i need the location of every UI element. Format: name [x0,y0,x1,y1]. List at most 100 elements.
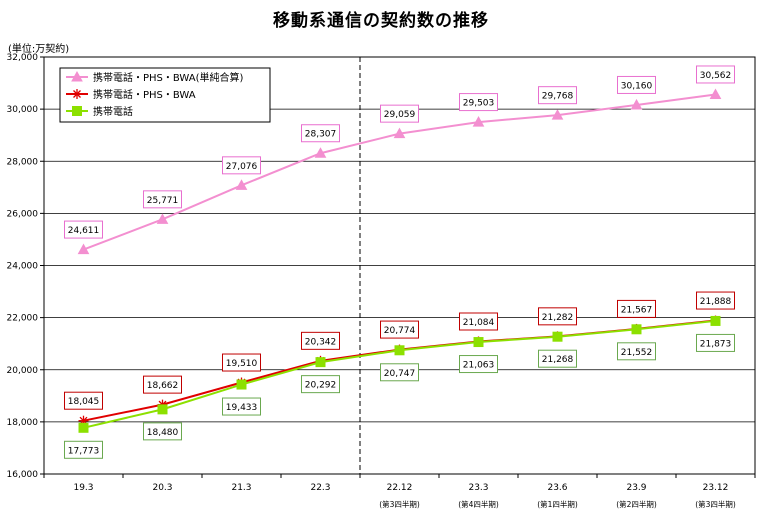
data-label: 17,773 [64,440,103,459]
legend-swatch-marker [72,89,82,99]
data-label: 18,045 [64,391,103,410]
svg-text:21,268: 21,268 [542,355,574,365]
data-point-2 [157,404,168,415]
legend-swatch-marker [72,106,82,116]
svg-text:20,292: 20,292 [305,381,337,391]
svg-text:29,768: 29,768 [542,92,574,102]
svg-text:17,773: 17,773 [68,446,100,456]
data-label: 18,662 [143,375,182,394]
y-tick-label: 26,000 [7,209,39,219]
y-tick-label: 16,000 [7,470,39,480]
data-label: 21,282 [538,307,577,326]
svg-text:19,433: 19,433 [226,403,258,413]
data-point-0 [551,109,564,120]
data-point-2 [78,422,89,433]
x-tick-sublabel: (第2四半期) [616,499,657,509]
y-tick-label: 22,000 [7,314,39,324]
data-label: 21,268 [538,349,577,368]
legend-entry: 携帯電話 [93,105,133,118]
data-label: 19,433 [222,397,261,416]
x-tick-label: 22.12 [387,483,413,493]
data-label: 29,503 [459,93,498,112]
data-label: 20,342 [301,331,340,350]
x-tick-label: 23.12 [703,483,729,493]
axis-layer: 16,000 18,000 20,000 22,000 24,000 26,000 28,0… [7,53,756,509]
y-tick-label: 24,000 [7,262,39,272]
data-label: 21,888 [696,291,735,310]
svg-text:24,611: 24,611 [68,226,100,236]
y-tick-label: 30,000 [7,105,39,115]
legend-entry: 携帯電話・PHS・BWA(単純合算) [93,71,243,84]
y-tick-label: 28,000 [7,157,39,167]
data-label: 19,510 [222,353,261,372]
data-label: 29,768 [538,86,577,105]
data-label: 21,552 [617,342,656,361]
data-label: 20,292 [301,375,340,394]
svg-text:29,059: 29,059 [384,110,416,120]
data-point-2 [710,315,721,326]
y-axis-unit-label: (単位:万契約) [8,44,70,55]
svg-text:30,160: 30,160 [621,81,653,91]
x-tick-label: 23.9 [626,483,646,493]
chart-title: 移動系通信の契約数の推移 [273,11,489,31]
x-tick-sublabel: (第4四半期) [458,499,499,509]
legend-box [59,67,271,123]
legend-entry: 携帯電話・PHS・BWA [93,88,196,101]
y-tick-label: 18,000 [7,418,39,428]
data-label-layer: 24,611 25,771 27,076 28,307 29,059 29,503 29,7… [64,65,735,459]
legend-swatch-marker [71,70,83,82]
data-point-0 [709,88,722,99]
data-label: 30,160 [617,75,656,94]
svg-text:20,747: 20,747 [384,369,416,379]
data-point-2 [473,337,484,348]
svg-text:21,552: 21,552 [621,348,653,358]
x-tick-label: 22.3 [310,483,330,493]
data-label: 27,076 [222,156,261,175]
svg-text:18,480: 18,480 [147,428,179,438]
svg-text:19,510: 19,510 [226,359,258,369]
svg-text:18,662: 18,662 [147,381,179,391]
x-tick-label: 23.3 [468,483,488,493]
x-tick-sublabel: (第3四半期) [695,499,736,509]
data-point-2 [631,324,642,335]
data-label: 20,747 [380,363,419,382]
x-tick-label: 21.3 [231,483,251,493]
data-label: 21,873 [696,333,735,352]
x-tick-label: 23.6 [547,483,567,493]
data-point-0 [235,179,248,190]
svg-text:18,045: 18,045 [68,397,100,407]
marker-layer [77,88,722,433]
svg-text:21,567: 21,567 [621,305,653,315]
svg-text:27,076: 27,076 [226,162,258,172]
svg-text:29,503: 29,503 [463,99,495,109]
data-label: 21,084 [459,312,498,331]
svg-text:21,282: 21,282 [542,313,574,323]
data-label: 29,059 [380,104,419,123]
data-point-2 [315,357,326,368]
data-point-0 [630,98,643,110]
data-label: 28,307 [301,124,340,143]
svg-text:20,774: 20,774 [384,326,416,336]
data-label: 21,063 [459,355,498,374]
x-tick-sublabel: (第3四半期) [379,499,420,509]
svg-text:21,888: 21,888 [700,297,732,307]
data-label: 18,480 [143,422,182,441]
data-label: 24,611 [64,220,103,239]
legend: 携帯電話・PHS・BWA(単純合算) 携帯電話・PHS・BWA 携帯電話 [59,67,271,123]
data-label: 30,562 [696,65,735,84]
x-tick-sublabel: (第1四半期) [537,499,578,509]
data-point-0 [156,213,169,224]
svg-text:28,307: 28,307 [305,130,337,140]
data-point-2 [552,331,563,342]
svg-text:20,342: 20,342 [305,337,337,347]
data-label: 20,774 [380,320,419,339]
data-point-2 [236,379,247,390]
svg-text:21,873: 21,873 [700,339,732,349]
y-tick-label: 20,000 [7,366,39,376]
data-label: 25,771 [143,190,182,209]
svg-text:21,063: 21,063 [463,361,495,371]
x-tick-label: 19.3 [73,483,93,493]
x-tick-label: 20.3 [152,483,172,493]
data-point-0 [393,127,406,139]
